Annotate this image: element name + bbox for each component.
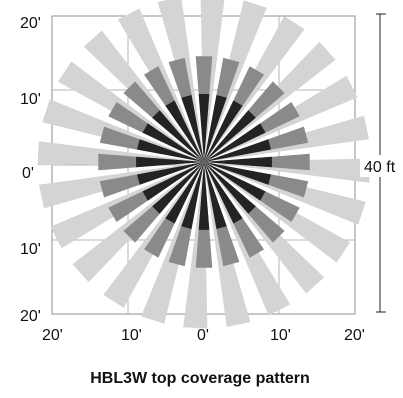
coverage-ray-inner (142, 162, 204, 201)
coverage-ray-inner (198, 162, 210, 230)
coverage-ray-outer (141, 162, 204, 324)
dimension-label: 40 ft (364, 159, 396, 176)
x-tick-label: 20' (344, 327, 365, 344)
coverage-ray-inner (181, 95, 204, 162)
y-tick-labels: 20' 10' 0' 10' 20' (20, 15, 41, 325)
x-tick-label: 10' (270, 327, 291, 344)
coverage-ray-inner (198, 94, 210, 162)
x-tick-label: 0' (197, 327, 209, 344)
coverage-ray-inner (204, 162, 243, 224)
coverage-ray-inner (152, 110, 204, 162)
coverage-ray-inner (204, 95, 227, 162)
coverage-ray-inner (152, 162, 204, 214)
y-tick-label: 10' (20, 91, 41, 108)
coverage-ray-outer (103, 162, 204, 308)
coverage-ray-inner (204, 162, 271, 185)
coverage-ray-inner (165, 162, 204, 224)
coverage-ray-inner (136, 156, 204, 168)
coverage-ray-outer (204, 16, 305, 162)
x-tick-labels: 20' 10' 0' 10' 20' (42, 327, 365, 344)
coverage-ray-inner (204, 123, 266, 162)
coverage-ray-inner (165, 100, 204, 162)
coverage-ray-inner (204, 162, 227, 229)
figure-caption: HBL3W top coverage pattern (90, 370, 310, 387)
coverage-ray-inner (204, 162, 256, 214)
y-tick-label: 20' (20, 308, 41, 325)
y-tick-label: 20' (20, 15, 41, 32)
y-tick-label: 0' (22, 165, 34, 182)
coverage-ray-outer (204, 162, 366, 225)
coverage-ray-inner (137, 139, 204, 162)
x-tick-label: 10' (121, 327, 142, 344)
x-tick-label: 20' (42, 327, 63, 344)
coverage-ray-outer (204, 162, 350, 263)
coverage-ray-inner (181, 162, 204, 229)
coverage-ray-inner (204, 100, 243, 162)
coverage-ray-inner (137, 162, 204, 185)
coverage-ray-inner (204, 139, 271, 162)
coverage-ray-inner (204, 162, 266, 201)
y-tick-label: 10' (20, 241, 41, 258)
coverage-ray-outer (204, 0, 267, 162)
coverage-ray-outer (42, 99, 204, 162)
coverage-ray-outer (58, 61, 204, 162)
coverage-rays (37, 0, 371, 329)
coverage-ray-inner (204, 110, 256, 162)
coverage-ray-inner (142, 123, 204, 162)
dimension-label-background (360, 155, 402, 177)
coverage-ray-inner (204, 156, 272, 168)
